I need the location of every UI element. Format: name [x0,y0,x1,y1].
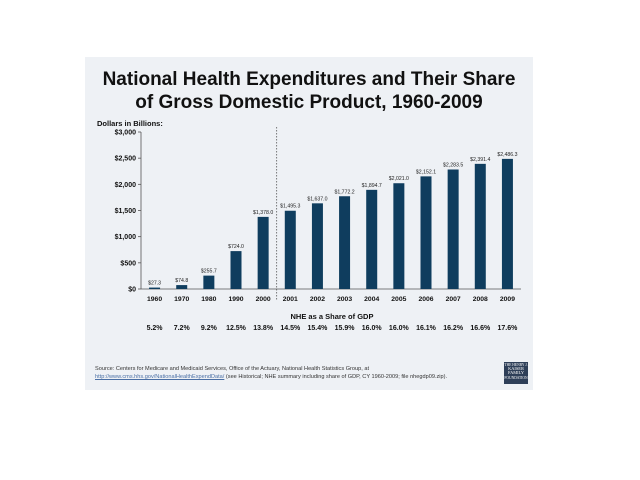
kff-logo: THE HENRY J. KAISER FAMILY FOUNDATION [504,362,528,384]
bar [176,285,188,289]
x-tick-label: 2001 [283,296,298,303]
x-tick-label: 2004 [364,296,379,303]
y-tick-label: $2,500 [115,156,137,163]
x-tick-label: 2005 [391,296,406,303]
data-label: $2,283.5 [443,162,463,168]
y-tick-label: $1,500 [115,208,137,215]
gdp-share-value: 15.4% [307,325,328,332]
data-label: $2,486.3 [497,152,517,158]
data-label: $2,391.4 [470,157,490,163]
bar [203,275,215,289]
x-tick-label: 2009 [500,296,515,303]
gdp-share-value: 16.0% [362,325,383,332]
y-tick-label: $500 [120,260,136,267]
gdp-share-value: 7.2% [174,325,191,332]
data-label: $1,772.2 [334,189,354,195]
y-tick-label: $3,000 [115,130,137,137]
x-tick-label: 2007 [446,296,461,303]
gdp-share-value: 15.9% [335,325,356,332]
x-tick-label: 2000 [256,296,271,303]
data-label: $2,021.0 [389,176,409,182]
source-tail: (see Historical; NHE summary including s… [224,374,448,380]
slide: National Health Expenditures and Their S… [85,57,533,390]
source-note: Source: Centers for Medicare and Medicai… [95,365,495,381]
y-axis-label: Dollars in Billions: [97,119,163,128]
data-label: $1,637.0 [307,196,327,202]
chart-title-line2: of Gross Domestic Product, 1960-2009 [135,92,483,113]
source-text: Source: Centers for Medicare and Medicai… [95,366,370,372]
gdp-share-value: 16.1% [416,325,437,332]
data-label: $255.7 [201,269,217,275]
data-label: $27.3 [148,281,161,287]
x-tick-label: 2006 [418,296,433,303]
gdp-share-value: 16.0% [389,325,410,332]
gdp-share-value: 16.6% [470,325,491,332]
bar [393,183,405,289]
bar [339,196,351,289]
gdp-share-value: 14.5% [280,325,301,332]
gdp-share-value: 13.8% [253,325,274,332]
gdp-share-value: 12.5% [226,325,247,332]
y-tick-label: $2,000 [115,182,137,189]
data-label: $74.8 [175,278,188,284]
bar [257,216,269,289]
x-tick-label: 1980 [201,296,216,303]
bar [284,210,296,289]
data-label: $2,152.1 [416,169,436,175]
bar [501,158,513,289]
data-label: $1,495.3 [280,204,300,210]
y-tick-label: $1,000 [115,234,137,241]
data-label: $1,378.0 [253,210,273,216]
gdp-share-value: 9.2% [201,325,218,332]
source-link[interactable]: http://www.cms.hhs.gov/NationalHealthExp… [95,374,225,380]
gdp-share-value: 16.2% [443,325,464,332]
x-tick-label: 1960 [147,296,162,303]
x-tick-label: 2008 [473,296,488,303]
x-tick-label: 1990 [228,296,243,303]
bar-chart: $0 $500 $1,000 $1,500 $2,000 $2,500 $3,000 $27.… [115,127,521,332]
y-tick-label: $0 [128,287,136,294]
gdp-share-value: 17.6% [497,325,518,332]
data-label: $1,894.7 [362,183,382,189]
x-tick-label: 2003 [337,296,352,303]
gdp-share-title: NHE as a Share of GDP [290,312,374,321]
bar [420,176,432,289]
gdp-share-value: 5.2% [147,325,164,332]
bar [311,203,323,289]
chart-title-line1: National Health Expenditures and Their S… [102,69,516,90]
bar [447,169,459,289]
chart-title: National Health Expenditures and Their S… [85,68,533,114]
data-label: $724.0 [228,244,244,250]
x-tick-label: 2002 [310,296,325,303]
bar [149,287,161,289]
bar [366,189,378,289]
bar [230,251,242,289]
bar [474,163,486,289]
x-tick-label: 1970 [174,296,189,303]
